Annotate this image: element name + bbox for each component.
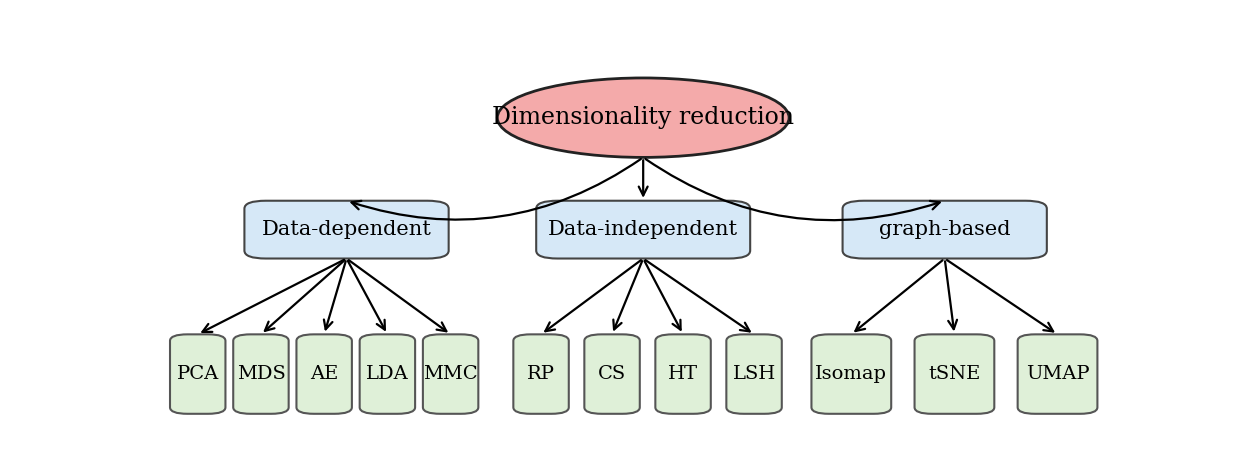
FancyBboxPatch shape xyxy=(169,334,226,414)
FancyBboxPatch shape xyxy=(513,334,569,414)
FancyBboxPatch shape xyxy=(536,201,750,258)
FancyBboxPatch shape xyxy=(1018,334,1097,414)
FancyBboxPatch shape xyxy=(245,201,449,258)
FancyBboxPatch shape xyxy=(423,334,478,414)
Text: HT: HT xyxy=(668,365,698,383)
Text: graph-based: graph-based xyxy=(878,220,1010,239)
FancyBboxPatch shape xyxy=(842,201,1047,258)
FancyBboxPatch shape xyxy=(655,334,710,414)
Text: RP: RP xyxy=(527,365,555,383)
FancyBboxPatch shape xyxy=(233,334,289,414)
Text: LDA: LDA xyxy=(366,365,409,383)
FancyBboxPatch shape xyxy=(360,334,415,414)
Text: PCA: PCA xyxy=(177,365,218,383)
Text: MDS: MDS xyxy=(237,365,285,383)
Text: Dimensionality reduction: Dimensionality reduction xyxy=(492,106,794,129)
Text: tSNE: tSNE xyxy=(929,365,980,383)
Text: CS: CS xyxy=(597,365,626,383)
Ellipse shape xyxy=(497,78,789,158)
Text: Isomap: Isomap xyxy=(816,365,887,383)
Text: AE: AE xyxy=(310,365,339,383)
Text: LSH: LSH xyxy=(733,365,776,383)
Text: UMAP: UMAP xyxy=(1025,365,1089,383)
FancyBboxPatch shape xyxy=(296,334,351,414)
Text: Data-independent: Data-independent xyxy=(548,220,738,239)
Text: MMC: MMC xyxy=(423,365,478,383)
FancyBboxPatch shape xyxy=(727,334,782,414)
FancyBboxPatch shape xyxy=(915,334,994,414)
Text: Data-dependent: Data-dependent xyxy=(261,220,432,239)
FancyBboxPatch shape xyxy=(812,334,891,414)
FancyBboxPatch shape xyxy=(585,334,640,414)
